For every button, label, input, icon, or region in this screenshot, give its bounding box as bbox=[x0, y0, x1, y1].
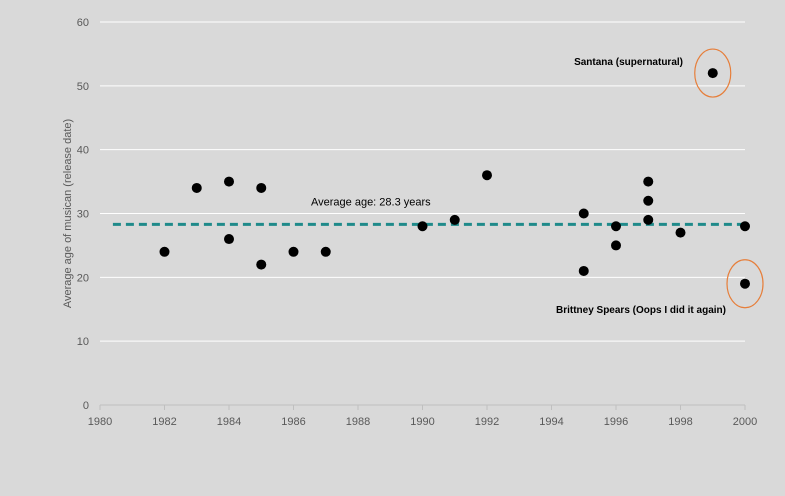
x-axis-ticks: 1980 1982 1984 1986 1988 1990 1992 1994 1996 1998… bbox=[88, 405, 757, 428]
y-tick-label: 50 bbox=[77, 81, 89, 93]
data-point bbox=[578, 265, 589, 276]
data-point bbox=[288, 246, 299, 257]
data-point bbox=[191, 182, 202, 193]
y-tick-label: 0 bbox=[83, 400, 89, 412]
data-point bbox=[611, 221, 621, 232]
data-point bbox=[417, 221, 428, 232]
data-point bbox=[740, 221, 750, 232]
x-tick-label: 1982 bbox=[152, 416, 176, 428]
data-point bbox=[256, 182, 267, 193]
y-tick-label: 60 bbox=[77, 17, 89, 29]
annotations: Santana (supernatural) Brittney Spears (O… bbox=[556, 57, 726, 316]
x-tick-label: 1988 bbox=[346, 416, 370, 428]
data-point bbox=[320, 246, 331, 257]
gridlines bbox=[100, 21, 745, 342]
data-point bbox=[256, 259, 267, 270]
highlight-circles bbox=[694, 48, 764, 309]
data-point bbox=[643, 214, 654, 225]
data-point bbox=[159, 246, 170, 257]
y-axis-ticks: 0 10 20 30 40 50 60 bbox=[77, 17, 89, 412]
data-point bbox=[611, 240, 621, 251]
data-point bbox=[643, 195, 654, 206]
y-axis-label: Average age of musican (release date) bbox=[62, 119, 74, 308]
data-point bbox=[578, 208, 589, 219]
data-point bbox=[224, 234, 234, 245]
y-tick-label: 10 bbox=[77, 336, 89, 348]
y-tick-label: 20 bbox=[77, 272, 89, 284]
x-tick-label: 1994 bbox=[539, 416, 563, 428]
x-tick-label: 1980 bbox=[88, 416, 112, 428]
y-tick-label: 30 bbox=[77, 209, 89, 221]
annotation-label: Santana (supernatural) bbox=[574, 57, 683, 68]
x-tick-label: 1986 bbox=[281, 416, 305, 428]
x-tick-label: 2000 bbox=[733, 416, 757, 428]
average-label: Average age: 28.3 years bbox=[311, 196, 431, 208]
y-tick-label: 40 bbox=[77, 145, 89, 157]
data-point bbox=[675, 227, 686, 238]
x-tick-label: 1996 bbox=[604, 416, 628, 428]
x-tick-label: 1998 bbox=[668, 416, 692, 428]
data-point bbox=[482, 170, 492, 181]
highlight-circle bbox=[694, 48, 732, 98]
data-point bbox=[224, 176, 234, 187]
data-point bbox=[643, 176, 654, 187]
data-points bbox=[159, 68, 750, 289]
highlight-circle bbox=[726, 259, 764, 309]
x-tick-label: 1992 bbox=[475, 416, 499, 428]
data-point bbox=[449, 214, 460, 225]
annotation-label: Brittney Spears (Oops I did it again) bbox=[556, 305, 726, 316]
x-tick-label: 1984 bbox=[217, 416, 241, 428]
x-tick-label: 1990 bbox=[410, 416, 434, 428]
data-point bbox=[740, 278, 750, 289]
data-point bbox=[707, 68, 718, 79]
